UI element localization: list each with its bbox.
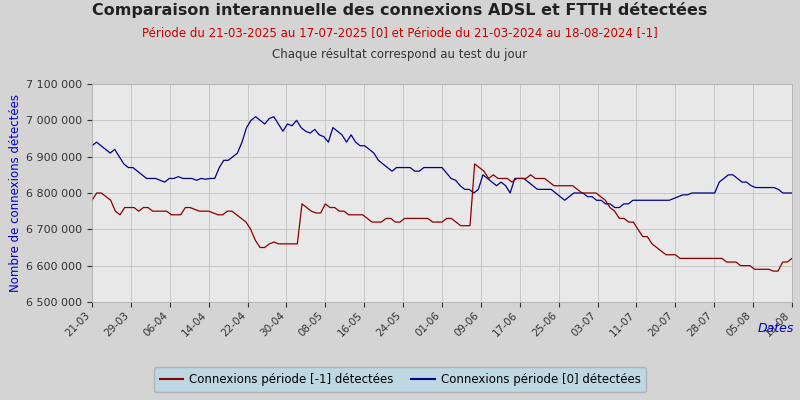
Text: Dates: Dates [758,322,794,335]
Text: Chaque résultat correspond au test du jour: Chaque résultat correspond au test du jo… [273,48,527,61]
Legend: Connexions période [-1] détectées, Connexions période [0] détectées: Connexions période [-1] détectées, Conne… [154,367,646,392]
Text: Période du 21-03-2025 au 17-07-2025 [0] et Période du 21-03-2024 au 18-08-2024 [: Période du 21-03-2025 au 17-07-2025 [0] … [142,26,658,39]
Y-axis label: Nombre de connexions détectées: Nombre de connexions détectées [9,94,22,292]
Text: Comparaison interannuelle des connexions ADSL et FTTH détectées: Comparaison interannuelle des connexions… [92,2,708,18]
